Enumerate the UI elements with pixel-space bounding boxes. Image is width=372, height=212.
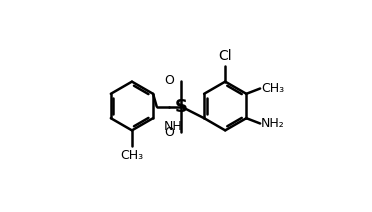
- Text: CH₃: CH₃: [121, 149, 144, 162]
- Text: O: O: [165, 126, 174, 139]
- Text: CH₃: CH₃: [261, 82, 284, 95]
- Text: S: S: [175, 98, 188, 116]
- Text: NH₂: NH₂: [261, 117, 285, 130]
- Text: O: O: [165, 74, 174, 88]
- Text: NH: NH: [163, 120, 182, 133]
- Text: Cl: Cl: [218, 49, 232, 63]
